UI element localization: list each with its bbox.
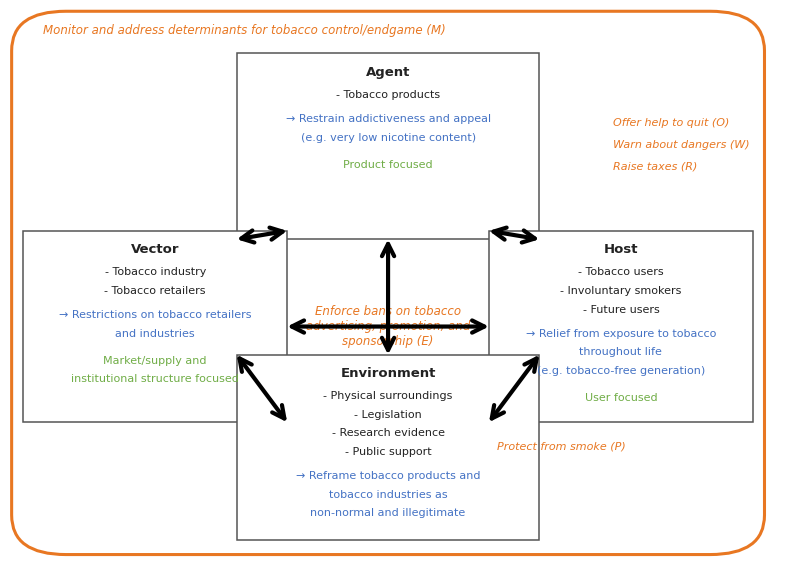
Text: - Research evidence: - Research evidence	[331, 428, 444, 439]
Text: - Tobacco products: - Tobacco products	[336, 90, 440, 100]
Text: Product focused: Product focused	[343, 160, 433, 170]
FancyBboxPatch shape	[24, 231, 287, 422]
FancyBboxPatch shape	[237, 355, 539, 540]
Text: non-normal and illegitimate: non-normal and illegitimate	[310, 508, 466, 519]
Text: User focused: User focused	[585, 393, 657, 403]
Text: Offer help to quit (O): Offer help to quit (O)	[613, 118, 729, 128]
Text: Environment: Environment	[341, 367, 436, 380]
Text: Protect from smoke (P): Protect from smoke (P)	[497, 442, 626, 452]
Text: Market/supply and: Market/supply and	[104, 356, 207, 366]
Text: (e.g. very low nicotine content): (e.g. very low nicotine content)	[301, 133, 476, 143]
Text: - Involuntary smokers: - Involuntary smokers	[560, 286, 681, 296]
Text: - Tobacco retailers: - Tobacco retailers	[104, 286, 206, 296]
FancyBboxPatch shape	[237, 53, 539, 239]
Text: - Legislation: - Legislation	[354, 410, 422, 420]
Text: → Restrictions on tobacco retailers: → Restrictions on tobacco retailers	[59, 310, 251, 320]
Text: → Reframe tobacco products and: → Reframe tobacco products and	[296, 471, 480, 481]
Text: throughout life: throughout life	[579, 347, 663, 358]
Text: Enforce bans on tobacco
advertising, promotion, and
sponsorship (E): Enforce bans on tobacco advertising, pro…	[306, 305, 470, 348]
Text: → Restrain addictiveness and appeal: → Restrain addictiveness and appeal	[286, 114, 491, 124]
FancyBboxPatch shape	[12, 11, 765, 555]
Text: - Future users: - Future users	[582, 305, 659, 315]
Text: Agent: Agent	[366, 66, 411, 79]
Text: - Tobacco users: - Tobacco users	[578, 267, 664, 278]
Text: - Public support: - Public support	[345, 447, 432, 457]
Text: - Physical surroundings: - Physical surroundings	[323, 391, 453, 401]
Text: Warn about dangers (W): Warn about dangers (W)	[613, 140, 750, 150]
Text: (e.g. tobacco-free generation): (e.g. tobacco-free generation)	[537, 366, 705, 376]
Text: - Tobacco industry: - Tobacco industry	[104, 267, 206, 278]
FancyBboxPatch shape	[489, 231, 753, 422]
Text: Raise taxes (R): Raise taxes (R)	[613, 161, 698, 171]
Text: Vector: Vector	[131, 243, 180, 256]
Text: → Relief from exposure to tobacco: → Relief from exposure to tobacco	[526, 329, 716, 339]
Text: Host: Host	[604, 243, 638, 256]
Text: Monitor and address determinants for tobacco control/endgame (M): Monitor and address determinants for tob…	[42, 24, 445, 38]
Text: institutional structure focused: institutional structure focused	[71, 374, 239, 385]
Text: and industries: and industries	[115, 329, 195, 339]
Text: tobacco industries as: tobacco industries as	[329, 490, 447, 500]
